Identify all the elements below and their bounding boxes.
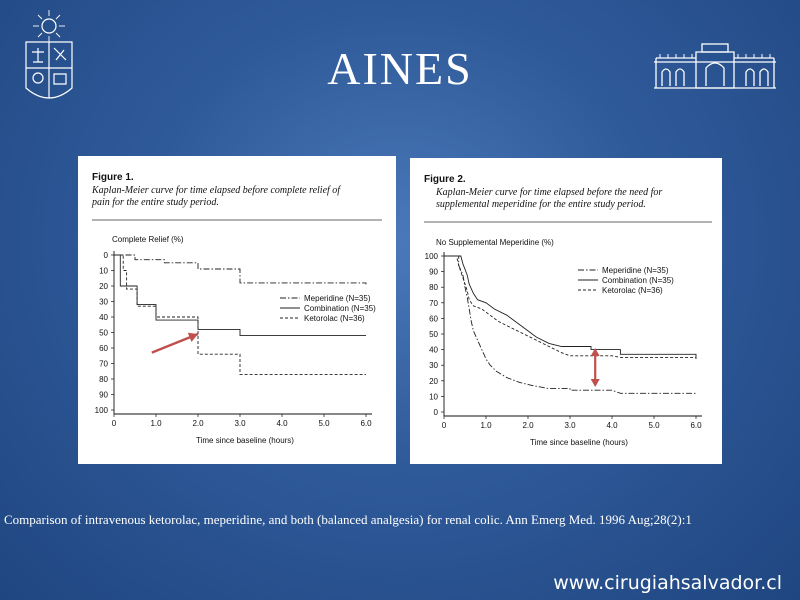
figure-1-label: Figure 1.: [92, 172, 134, 183]
series-line-solid: [444, 255, 697, 359]
y-tick-label: 100: [425, 252, 439, 261]
y-tick-label: 100: [95, 406, 109, 415]
y-tick-label: 80: [429, 283, 438, 292]
x-tick-label: 0: [112, 419, 117, 428]
annotation-arrow-head: [187, 332, 198, 343]
y-tick-label: 80: [99, 375, 108, 384]
y-tick-label: 20: [429, 377, 438, 386]
series-line-dashed: [114, 254, 366, 375]
figure-2-title-line-1: Kaplan-Meier curve for time elapsed befo…: [435, 187, 662, 198]
y-tick-label: 50: [429, 330, 438, 339]
series-line-solid: [114, 254, 366, 337]
y-tick-label: 70: [99, 360, 108, 369]
y-tick-label: 0: [104, 251, 109, 260]
x-tick-label: 1.0: [480, 421, 492, 430]
y-tick-label: 70: [429, 299, 438, 308]
slide-title: AINES: [327, 43, 473, 94]
legend-label: Ketorolac (N=36): [304, 314, 365, 323]
x-tick-label: 5.0: [648, 421, 660, 430]
x-tick-label: 2.0: [192, 419, 204, 428]
series-line-dashed: [444, 255, 696, 358]
figure-1-x-axis-title: Time since baseline (hours): [196, 436, 294, 445]
x-tick-label: 4.0: [276, 419, 288, 428]
annotation-arrow-head-top: [590, 348, 600, 357]
hospital-building-logo: [654, 43, 776, 89]
figure-1-panel: Figure 1. Kaplan-Meier curve for time el…: [78, 156, 396, 464]
y-tick-label: 60: [429, 314, 438, 323]
y-tick-label: 10: [429, 392, 438, 401]
reference-caption: Comparison of intravenous ketorolac, mep…: [4, 512, 692, 527]
website-footer: www.cirugiahsalvador.cl: [553, 572, 782, 594]
legend-label: Ketorolac (N=36): [602, 286, 663, 295]
university-seal-logo: [25, 10, 73, 99]
legend-label: Meperidine (N=35): [602, 266, 669, 275]
x-tick-label: 6.0: [360, 419, 372, 428]
x-tick-label: 3.0: [564, 421, 576, 430]
x-tick-label: 4.0: [606, 421, 618, 430]
x-tick-label: 2.0: [522, 421, 534, 430]
legend-label: Combination (N=35): [304, 304, 376, 313]
figure-2-label: Figure 2.: [424, 174, 466, 185]
figure-2-panel: Figure 2. Kaplan-Meier curve for time el…: [410, 158, 722, 464]
y-tick-label: 60: [99, 344, 108, 353]
figure-1-y-axis-title: Complete Relief (%): [112, 235, 184, 244]
legend-label: Combination (N=35): [602, 276, 674, 285]
x-tick-label: 0: [442, 421, 447, 430]
y-tick-label: 10: [99, 267, 108, 276]
y-tick-label: 90: [429, 268, 438, 277]
legend-label: Meperidine (N=35): [304, 294, 371, 303]
figure-1-title-line-1: Kaplan-Meier curve for time elapsed befo…: [91, 185, 341, 196]
figure-2-chart: Figure 2. Kaplan-Meier curve for time el…: [424, 174, 712, 447]
x-tick-label: 5.0: [318, 419, 330, 428]
y-tick-label: 30: [99, 298, 108, 307]
figure-1-title-line-2: pain for the entire study period.: [91, 197, 219, 208]
series-line-dashdot: [114, 254, 367, 285]
y-tick-label: 0: [434, 408, 439, 417]
y-tick-label: 90: [99, 391, 108, 400]
y-tick-label: 30: [429, 361, 438, 370]
y-tick-label: 40: [99, 313, 108, 322]
figure-2-x-axis-title: Time since baseline (hours): [530, 438, 628, 447]
figure-1-chart: Figure 1. Kaplan-Meier curve for time el…: [91, 172, 382, 445]
x-tick-label: 3.0: [234, 419, 246, 428]
figure-2-title-line-2: supplemental meperidine for the entire s…: [436, 199, 646, 210]
y-tick-label: 20: [99, 282, 108, 291]
figure-2-y-axis-title: No Supplemental Meperidine (%): [436, 238, 554, 247]
x-tick-label: 1.0: [150, 419, 162, 428]
y-tick-label: 40: [429, 346, 438, 355]
annotation-arrow-head-bottom: [590, 379, 600, 388]
x-tick-label: 6.0: [690, 421, 702, 430]
figure-2-plot-area: 0 10 20 30 40 50 60 70 80 90 100 0 1.0 2.0 3.0 4.0 5.0 6.…: [425, 252, 702, 430]
y-tick-label: 50: [99, 329, 108, 338]
